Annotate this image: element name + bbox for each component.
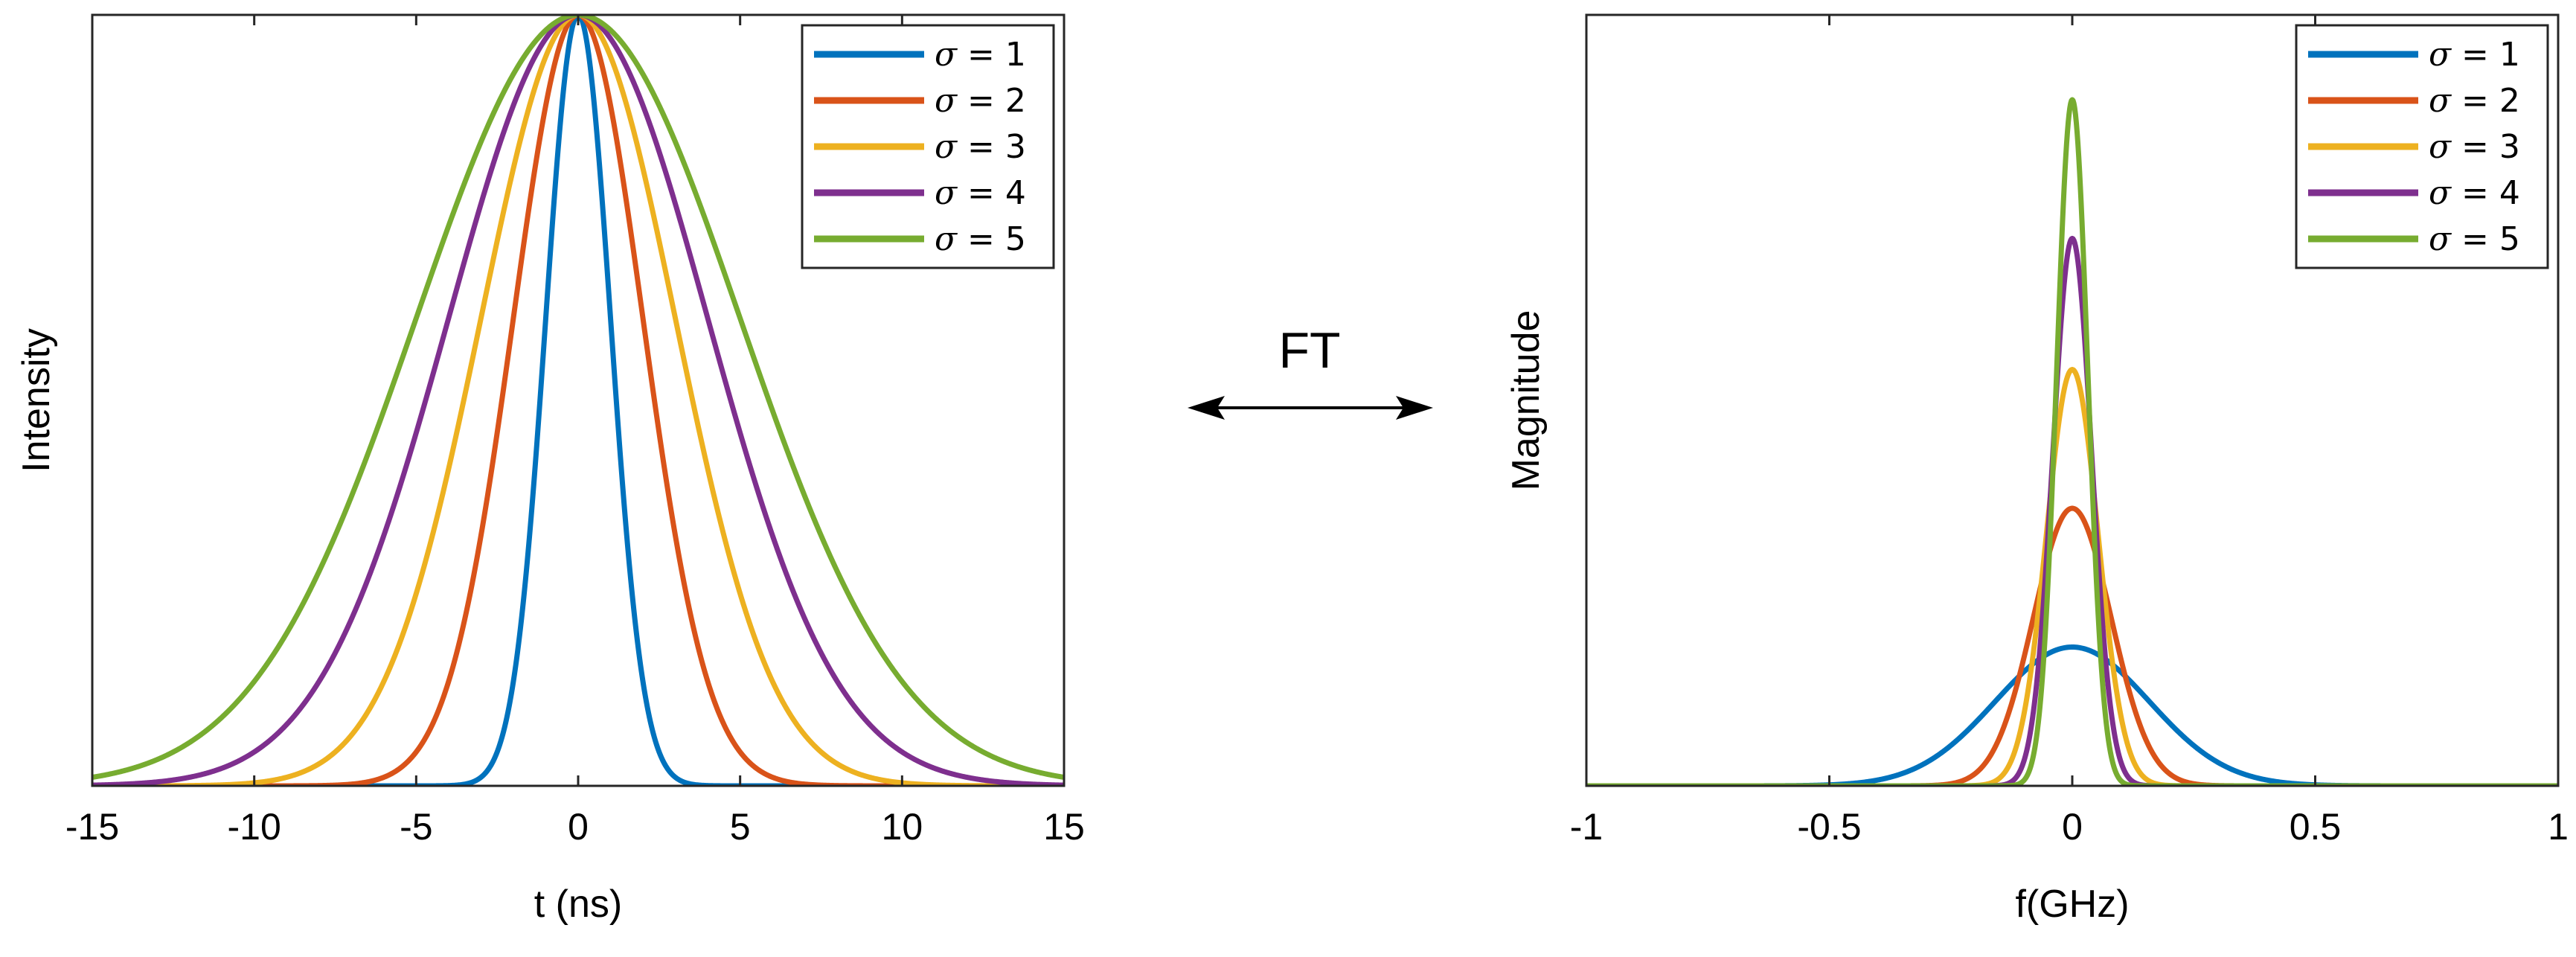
time-x-tick-label: -15 <box>65 806 119 848</box>
freq-series-sigma-5-line <box>1586 97 2558 786</box>
time-legend-label-sigma-2: σ = 2 <box>935 82 1026 120</box>
freq-series-sigma-3-line <box>1586 367 2558 786</box>
freq-x-tick-label: -0.5 <box>1797 806 1861 848</box>
time-legend-label-sigma-1: σ = 1 <box>935 36 1026 74</box>
freq-x-tick-label: 0.5 <box>2290 806 2342 848</box>
freq-legend-label-sigma-5: σ = 5 <box>2429 220 2520 258</box>
freq-legend-label-sigma-4: σ = 4 <box>2429 174 2520 212</box>
freq-legend: σ = 1 σ = 2 σ = 3 σ = 4 σ = 5 <box>2295 24 2549 269</box>
time-series-sigma-4-line <box>92 15 1064 786</box>
freq-x-axis-title: f(GHz) <box>2015 883 2129 926</box>
time-legend: σ = 1 σ = 2 σ = 3 σ = 4 σ = 5 <box>801 24 1055 269</box>
time-x-tick-label: -10 <box>228 806 281 848</box>
freq-legend-label-sigma-2: σ = 2 <box>2429 82 2520 120</box>
time-x-ticks: -15 -10 -5 0 5 10 15 <box>65 15 1085 848</box>
frequency-domain-chart: -1 -0.5 0 0.5 1 f(GHz) Magnitude σ = 1σ = 2σ… <box>1505 13 2569 926</box>
time-y-axis-title: Intensity <box>15 328 58 473</box>
freq-x-tick-label: 0 <box>2062 806 2083 848</box>
freq-legend-label-sigma-1: σ = 1 <box>2429 36 2520 74</box>
time-domain-chart: -15 -10 -5 0 5 10 15 t (ns) Intensity σ = 1σ =… <box>15 13 1085 926</box>
time-x-tick-label: 5 <box>730 806 751 848</box>
time-x-tick-label: -5 <box>400 806 432 848</box>
double-arrow-icon <box>1188 396 1433 420</box>
freq-legend-label-sigma-3: σ = 3 <box>2429 128 2520 166</box>
time-legend-label-sigma-4: σ = 4 <box>935 174 1026 212</box>
time-series-sigma-5-line <box>92 15 1064 780</box>
freq-series-sigma-2-line <box>1586 505 2558 786</box>
time-legend-label-sigma-5: σ = 5 <box>935 220 1026 258</box>
freq-x-tick-label: 1 <box>2548 806 2569 848</box>
time-x-tick-label: 0 <box>568 806 589 848</box>
time-x-tick-label: 15 <box>1043 806 1085 848</box>
freq-y-axis-title: Magnitude <box>1505 310 1548 491</box>
ft-label: FT <box>1278 322 1340 379</box>
freq-series-sigma-4-line <box>1586 235 2558 786</box>
time-x-tick-label: 10 <box>882 806 923 848</box>
fourier-transform-indicator: FT <box>1188 322 1433 420</box>
freq-x-ticks: -1 -0.5 0 0.5 1 <box>1570 15 2569 848</box>
freq-x-tick-label: -1 <box>1570 806 1603 848</box>
time-legend-label-sigma-3: σ = 3 <box>935 128 1026 166</box>
time-x-axis-title: t (ns) <box>534 883 622 926</box>
